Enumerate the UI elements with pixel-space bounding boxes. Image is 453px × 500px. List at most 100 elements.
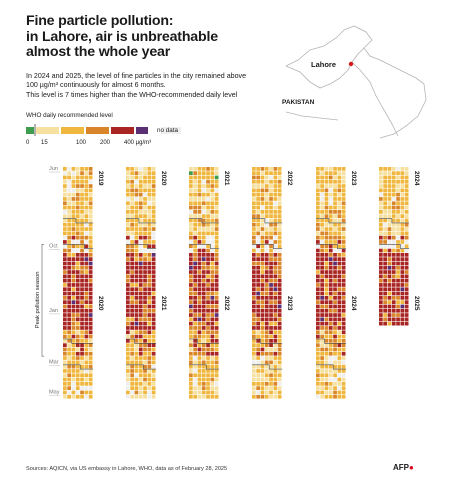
day-cell — [328, 261, 333, 266]
day-cell — [126, 334, 130, 339]
day-cell — [337, 283, 342, 287]
day-cell — [84, 386, 89, 390]
day-cell — [320, 347, 324, 352]
day-cell — [126, 240, 130, 244]
day-cell — [333, 377, 337, 382]
day-cell — [63, 356, 67, 360]
day-cell — [63, 270, 67, 274]
day-cell — [328, 347, 333, 352]
day-cell — [63, 171, 67, 175]
day-cell — [252, 347, 256, 352]
day-cell — [214, 364, 219, 369]
day-cell — [214, 347, 219, 352]
day-cell — [404, 313, 409, 317]
day-cell — [71, 347, 76, 352]
day-cell — [252, 201, 256, 206]
day-cell — [316, 257, 320, 261]
day-cell — [396, 283, 400, 287]
country-border-outline — [285, 25, 427, 139]
day-cell — [189, 304, 193, 309]
day-cell — [147, 192, 152, 197]
day-cell — [400, 274, 405, 279]
day-cell — [400, 261, 405, 266]
day-cell — [193, 377, 197, 382]
day-cell — [341, 390, 346, 395]
day-cell — [197, 197, 202, 201]
day-cell — [320, 317, 324, 322]
day-cell — [193, 369, 197, 373]
day-cell — [214, 334, 219, 339]
day-cell — [256, 235, 260, 240]
day-cell — [143, 369, 147, 373]
day-cell — [80, 227, 84, 231]
day-cell — [260, 222, 265, 227]
day-cell — [387, 257, 392, 261]
day-cell — [387, 197, 392, 201]
day-cell — [206, 214, 210, 218]
day-cell — [151, 321, 156, 326]
day-cell — [337, 386, 342, 390]
day-cell — [84, 235, 89, 240]
day-cell — [252, 197, 256, 201]
day-cell — [67, 394, 71, 399]
day-cell — [273, 287, 278, 292]
day-cell — [273, 382, 278, 386]
day-cell — [337, 192, 342, 197]
day-cell — [201, 240, 206, 244]
day-cell — [396, 300, 400, 304]
day-cell — [80, 343, 84, 347]
day-cell — [383, 253, 387, 257]
day-cell — [383, 283, 387, 287]
day-cell — [84, 390, 89, 395]
day-cell — [264, 210, 269, 214]
day-cell — [269, 175, 273, 180]
day-cell — [206, 222, 210, 227]
day-cell — [193, 222, 197, 227]
day-cell — [197, 394, 202, 399]
day-cell — [193, 265, 197, 270]
day-cell — [320, 304, 324, 309]
day-cell — [210, 334, 215, 339]
month-label-mar: Mar — [49, 360, 59, 366]
day-cell — [277, 351, 282, 356]
day-cell — [134, 192, 139, 197]
day-cell — [151, 257, 156, 261]
day-cell — [147, 253, 152, 257]
day-cell — [201, 300, 206, 304]
day-cell — [147, 343, 152, 347]
day-cell — [383, 317, 387, 322]
day-cell — [206, 188, 210, 193]
day-cell — [404, 171, 409, 175]
day-cell — [269, 179, 273, 184]
day-cell — [324, 326, 329, 330]
day-cell — [260, 360, 265, 365]
day-cell — [88, 377, 93, 382]
day-cell — [197, 313, 202, 317]
day-cell — [143, 313, 147, 317]
day-cell — [134, 265, 139, 270]
day-cell — [277, 343, 282, 347]
day-cell — [147, 171, 152, 175]
day-cell — [341, 351, 346, 356]
day-cell — [151, 222, 156, 227]
day-cell — [134, 364, 139, 369]
day-cell — [400, 197, 405, 201]
day-cell — [88, 179, 93, 184]
day-cell — [189, 274, 193, 279]
day-cell — [75, 253, 80, 257]
day-cell — [80, 308, 84, 313]
day-cell — [71, 197, 76, 201]
day-cell — [256, 179, 260, 184]
day-cell — [138, 235, 143, 240]
day-cell — [197, 369, 202, 373]
day-cell — [400, 205, 405, 210]
day-cell — [80, 188, 84, 193]
day-cell — [273, 244, 278, 249]
day-cell — [277, 326, 282, 330]
day-cell — [337, 339, 342, 343]
day-cell — [252, 257, 256, 261]
day-cell — [337, 369, 342, 373]
threshold-line — [379, 218, 410, 224]
month-label-jun: Jun — [49, 166, 58, 172]
day-cell — [126, 373, 130, 378]
